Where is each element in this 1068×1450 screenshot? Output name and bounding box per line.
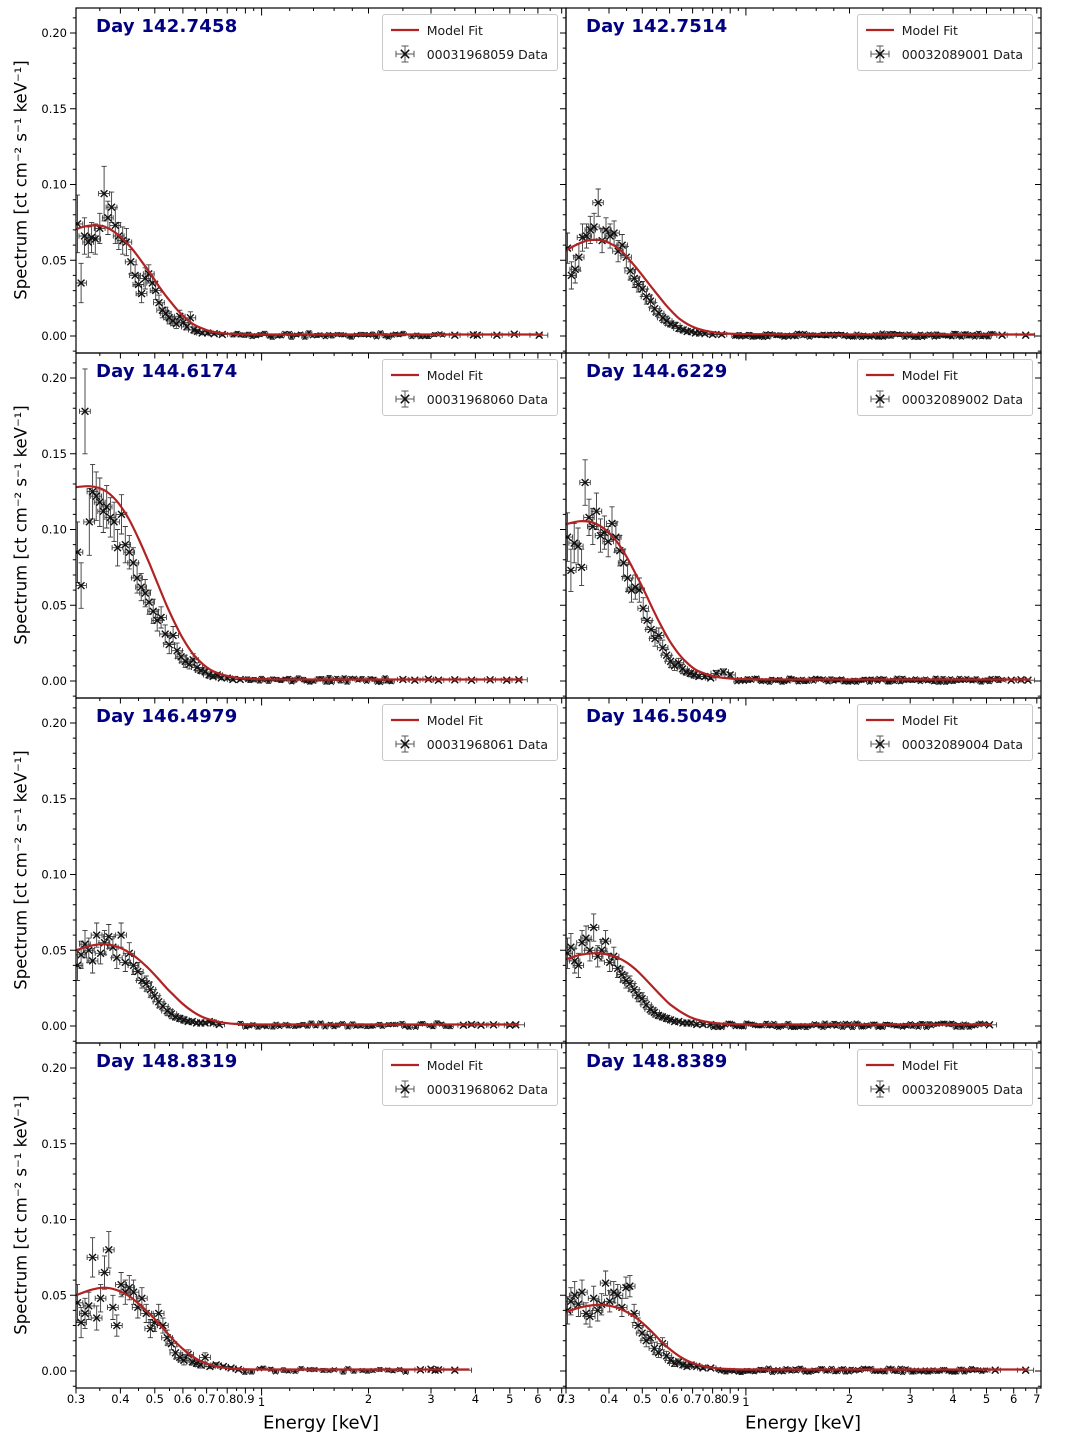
svg-text:0.10: 0.10	[41, 178, 67, 192]
panel-frame	[565, 1042, 1042, 1389]
svg-text:0.10: 0.10	[41, 868, 67, 882]
model-fit-curve	[76, 485, 524, 681]
svg-text:0.10: 0.10	[41, 523, 67, 537]
model-fit-curve	[76, 943, 519, 1026]
svg-text:0.15: 0.15	[41, 102, 67, 116]
svg-text:0.00: 0.00	[41, 329, 67, 343]
panel-frame	[565, 697, 1042, 1044]
x-axis-label: Energy [keV]	[263, 1412, 379, 1434]
svg-text:2: 2	[365, 1392, 372, 1406]
y-axis-label: Spectrum [ct cm⁻² s⁻¹ keV⁻¹]	[11, 60, 31, 300]
svg-text:0.05: 0.05	[41, 598, 67, 612]
svg-text:0.15: 0.15	[41, 447, 67, 461]
svg-text:0.4: 0.4	[600, 1392, 618, 1406]
svg-text:7: 7	[558, 1392, 565, 1406]
svg-text:0.7: 0.7	[197, 1392, 215, 1406]
model-fit-curve	[566, 238, 1035, 336]
panel-frame	[75, 352, 567, 699]
svg-text:0.10: 0.10	[41, 1213, 67, 1227]
svg-text:0.3: 0.3	[557, 1392, 575, 1406]
panel-data-layer	[76, 165, 549, 341]
svg-text:1: 1	[742, 1395, 749, 1409]
model-fit-curve	[566, 520, 1031, 681]
svg-text:0.9: 0.9	[721, 1392, 739, 1406]
svg-text:0.00: 0.00	[41, 674, 67, 688]
panel-data-layer	[566, 913, 998, 1031]
y-axis-label: Spectrum [ct cm⁻² s⁻¹ keV⁻¹]	[11, 750, 31, 990]
y-axis-label: Spectrum [ct cm⁻² s⁻¹ keV⁻¹]	[11, 1095, 31, 1335]
svg-text:0.5: 0.5	[146, 1392, 164, 1406]
svg-text:6: 6	[1010, 1392, 1017, 1406]
panel-frame	[75, 1042, 567, 1389]
svg-text:4: 4	[472, 1392, 479, 1406]
svg-text:5: 5	[983, 1392, 990, 1406]
panel-data-layer	[566, 1270, 1035, 1376]
x-axis-label: Energy [keV]	[745, 1412, 861, 1434]
panel-frame	[565, 7, 1042, 354]
svg-text:0.4: 0.4	[111, 1392, 129, 1406]
svg-text:4: 4	[949, 1392, 956, 1406]
svg-text:0.20: 0.20	[41, 371, 67, 385]
model-fit-curve	[566, 1303, 1028, 1371]
svg-text:0.3: 0.3	[67, 1392, 85, 1406]
svg-text:0.05: 0.05	[41, 1288, 67, 1302]
svg-text:0.00: 0.00	[41, 1364, 67, 1378]
y-axis-label: Spectrum [ct cm⁻² s⁻¹ keV⁻¹]	[11, 405, 31, 645]
panel-data-layer	[76, 922, 525, 1031]
svg-text:0.05: 0.05	[41, 253, 67, 267]
svg-text:1: 1	[258, 1395, 265, 1409]
model-fit-curve	[76, 1286, 470, 1371]
svg-text:0.6: 0.6	[660, 1392, 678, 1406]
svg-text:0.8: 0.8	[703, 1392, 721, 1406]
svg-text:0.8: 0.8	[218, 1392, 236, 1406]
svg-text:0.7: 0.7	[683, 1392, 701, 1406]
svg-text:7: 7	[1033, 1392, 1040, 1406]
svg-text:3: 3	[907, 1392, 914, 1406]
svg-text:0.05: 0.05	[41, 943, 67, 957]
svg-text:0.5: 0.5	[633, 1392, 651, 1406]
svg-text:6: 6	[534, 1392, 541, 1406]
panel-data-layer	[566, 188, 1036, 341]
model-fit-curve	[76, 224, 543, 336]
panel-frame	[565, 352, 1042, 699]
model-fit-curve	[566, 952, 991, 1026]
svg-text:0.15: 0.15	[41, 1137, 67, 1151]
svg-text:0.00: 0.00	[41, 1019, 67, 1033]
svg-text:0.20: 0.20	[41, 716, 67, 730]
panel-data-layer	[76, 368, 528, 686]
svg-text:0.20: 0.20	[41, 26, 67, 40]
svg-text:0.6: 0.6	[174, 1392, 192, 1406]
panel-data-layer	[76, 1231, 472, 1376]
panel-frame	[75, 7, 567, 354]
svg-text:0.9: 0.9	[236, 1392, 254, 1406]
svg-text:0.20: 0.20	[41, 1061, 67, 1075]
axis-ticks	[70, 8, 1041, 1396]
svg-text:2: 2	[846, 1392, 853, 1406]
panel-data-layer	[566, 459, 1036, 686]
svg-text:3: 3	[427, 1392, 434, 1406]
svg-text:0.15: 0.15	[41, 792, 67, 806]
svg-text:5: 5	[506, 1392, 513, 1406]
